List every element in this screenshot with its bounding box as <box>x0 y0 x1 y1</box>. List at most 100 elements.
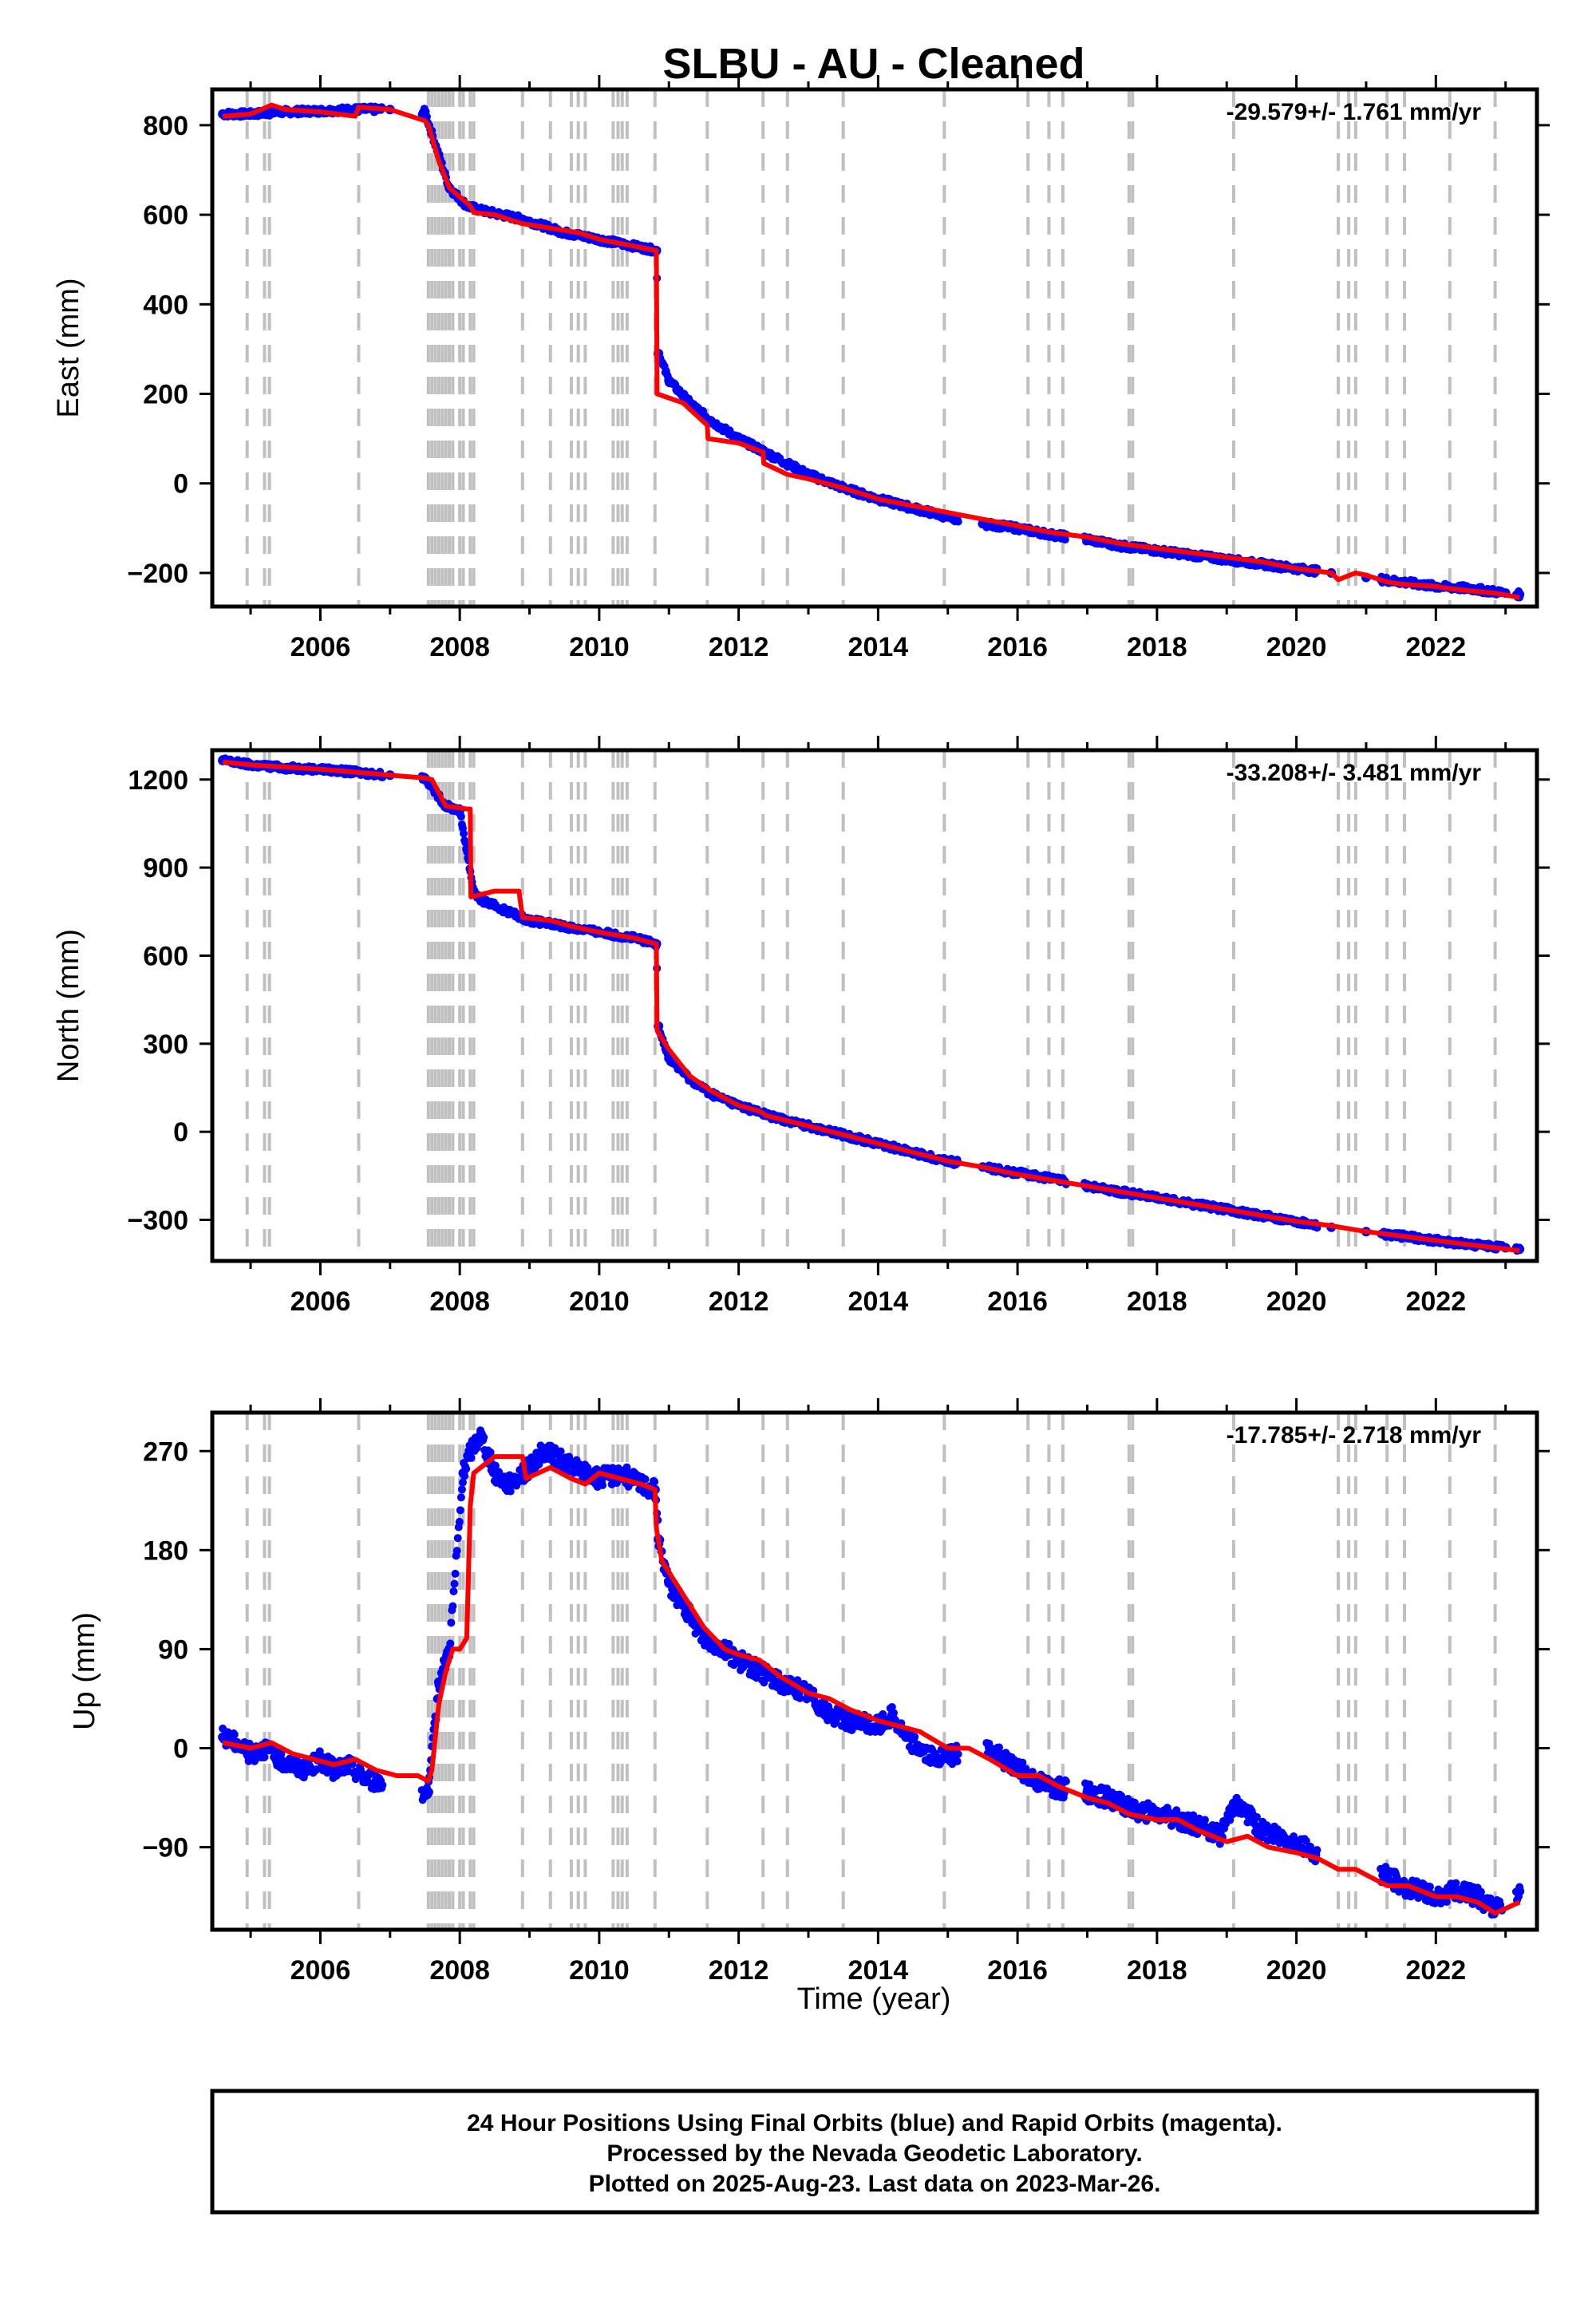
data-point <box>456 812 465 821</box>
y-tick-label: 800 <box>143 111 188 141</box>
data-point <box>796 1694 804 1702</box>
data-point <box>1252 1812 1261 1821</box>
data-point <box>457 1485 466 1494</box>
y-axis: −300 0 300 600 900 1200 <box>127 765 1550 1236</box>
data-point <box>506 1487 515 1496</box>
y-tick-label: 300 <box>143 1030 188 1060</box>
data-point <box>1117 1792 1126 1800</box>
x-tick-label: 2008 <box>429 1955 490 1986</box>
velocity-label: -33.208+/- 3.481 mm/yr <box>1227 760 1482 786</box>
data-point <box>1515 587 1523 595</box>
model-line <box>222 102 1520 600</box>
data-point <box>1061 1777 1070 1786</box>
y-tick-label: 900 <box>143 853 188 883</box>
north-panel: 2006 2008 2010 2012 2014 2016 2018 2020 2022 −300… <box>52 736 1550 1317</box>
x-tick-label: 2020 <box>1266 1955 1327 1986</box>
footer-line-2: Processed by the Nevada Geodetic Laborat… <box>606 2140 1142 2167</box>
data-point <box>1515 1883 1524 1891</box>
data-point <box>448 1602 457 1611</box>
x-tick-label: 2010 <box>569 1955 630 1986</box>
data-point <box>598 1480 607 1489</box>
data-point <box>456 1506 464 1515</box>
data-point <box>985 1739 994 1748</box>
plot-frame <box>210 748 1539 1263</box>
data-point <box>911 1733 919 1741</box>
velocity-label: -17.785+/- 2.718 mm/yr <box>1227 1422 1482 1448</box>
x-tick-label: 2008 <box>429 632 490 662</box>
data-point <box>889 1709 898 1717</box>
data-point <box>461 838 470 847</box>
x-axis: 2006 2008 2010 2012 2014 2016 2018 2020 2022 <box>249 736 1507 1317</box>
data-point <box>954 517 962 526</box>
data-point <box>1302 1836 1310 1845</box>
x-tick-label: 2006 <box>290 632 351 662</box>
y-tick-label: 180 <box>143 1535 188 1566</box>
data-point <box>378 1780 387 1789</box>
data-point <box>1476 1887 1485 1896</box>
data-point <box>446 1639 455 1648</box>
x-axis: 2006 2008 2010 2012 2014 2016 2018 2020 2022 <box>249 1398 1507 1986</box>
data-point <box>556 1447 565 1456</box>
x-tick-label: 2014 <box>848 632 909 662</box>
x-tick-label: 2012 <box>709 1955 769 1986</box>
x-tick-label: 2018 <box>1127 632 1187 662</box>
x-axis-title: Time (year) <box>797 1982 951 2016</box>
chart-title: SLBU - AU - Cleaned <box>662 40 1084 88</box>
data-point <box>491 1461 500 1470</box>
data-point <box>423 1791 432 1800</box>
x-tick-label: 2018 <box>1127 1286 1187 1317</box>
y-tick-label: 0 <box>173 469 188 500</box>
data-point <box>459 1478 468 1487</box>
data-point <box>535 1460 543 1468</box>
data-point <box>954 1749 962 1758</box>
x-tick-label: 2008 <box>429 1286 490 1317</box>
data-point <box>1452 1879 1460 1887</box>
east-panel: 2006 2008 2010 2012 2014 2016 2018 2020 2022 −200… <box>52 75 1550 662</box>
x-tick-label: 2022 <box>1405 1955 1466 1986</box>
data-point <box>650 1477 659 1486</box>
x-tick-label: 2012 <box>709 632 769 662</box>
data-point <box>460 829 468 838</box>
data-point <box>460 1472 469 1480</box>
footer-line-1: 24 Hour Positions Using Final Orbits (bl… <box>467 2110 1282 2136</box>
x-tick-label: 2006 <box>290 1955 351 1986</box>
data-point <box>449 1587 458 1595</box>
y-tick-label: 600 <box>143 941 188 971</box>
data-point <box>230 1730 239 1739</box>
y-tick-label: 90 <box>158 1634 188 1665</box>
x-tick-label: 2016 <box>987 632 1048 662</box>
data-point <box>1515 1892 1523 1901</box>
data-point <box>450 1579 459 1588</box>
x-axis: 2006 2008 2010 2012 2014 2016 2018 2020 2022 <box>249 75 1507 662</box>
data-point <box>725 1639 733 1648</box>
data-point <box>312 1765 321 1774</box>
x-tick-label: 2006 <box>290 1286 351 1317</box>
y-tick-label: 270 <box>143 1437 188 1467</box>
x-tick-label: 2014 <box>848 1955 909 1986</box>
data-point <box>480 1433 488 1442</box>
y-tick-label: −300 <box>127 1206 188 1236</box>
y-tick-label: 0 <box>173 1117 188 1148</box>
data-point <box>1172 1806 1181 1815</box>
x-tick-label: 2018 <box>1127 1955 1187 1986</box>
data-point <box>422 1784 431 1792</box>
data-point <box>456 1493 465 1502</box>
y-tick-label: −90 <box>142 1833 188 1863</box>
x-tick-label: 2020 <box>1266 1286 1327 1317</box>
offset-lines <box>245 1413 1497 1930</box>
data-point <box>486 1448 495 1456</box>
x-tick-label: 2010 <box>569 1286 630 1317</box>
y-axis-title: East (mm) <box>52 278 85 417</box>
y-axis-title: Up (mm) <box>68 1612 101 1730</box>
data-point <box>1200 1816 1209 1824</box>
footer-line-3: Plotted on 2025-Aug-23. Last data on 202… <box>589 2171 1161 2197</box>
data-point <box>452 1547 461 1555</box>
offset-lines <box>245 750 1497 1261</box>
observed-points <box>218 1426 1525 1919</box>
y-axis: −200 0 200 400 600 800 <box>127 111 1550 589</box>
model-line <box>222 1454 1521 1916</box>
y-tick-label: 600 <box>143 200 188 231</box>
y-tick-label: 200 <box>143 380 188 410</box>
offset-lines <box>245 89 1497 607</box>
y-axis: −90 0 90 180 270 <box>142 1437 1550 1863</box>
